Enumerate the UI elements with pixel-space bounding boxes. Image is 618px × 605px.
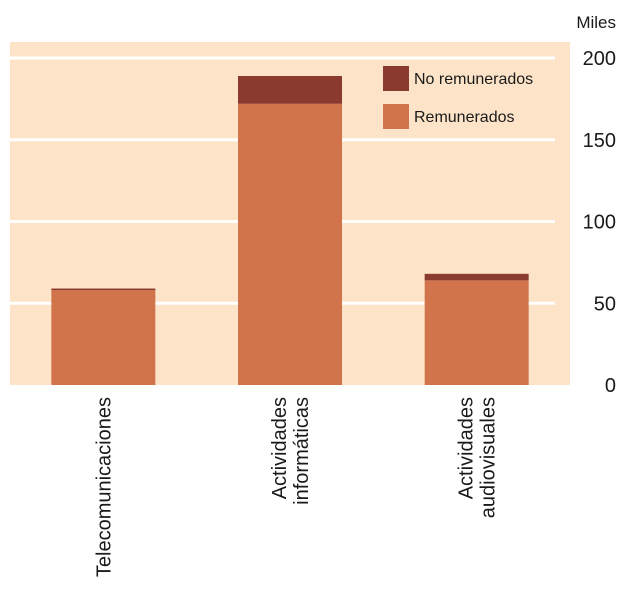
- bar-segment-no-remunerados: [424, 273, 529, 281]
- x-category-label: Telecomunicaciones: [93, 397, 115, 577]
- bars: [51, 75, 529, 385]
- unit-label: Miles: [576, 13, 616, 32]
- y-tick-label: 150: [583, 130, 616, 152]
- bar-segment-remunerados: [424, 280, 529, 385]
- x-category-label-line: informáticas: [291, 397, 313, 505]
- legend: No remunerados Remunerados: [383, 66, 533, 129]
- x-category-label: Actividades informáticas: [269, 397, 313, 505]
- y-tick-label: 100: [583, 212, 616, 234]
- legend-label: No remunerados: [414, 71, 533, 88]
- x-axis-labels: Telecomunicaciones Actividades informática…: [93, 397, 499, 577]
- x-category-label-line: audiovisuales: [478, 397, 500, 518]
- legend-swatch: [383, 104, 409, 129]
- x-category-label: Actividades audiovisuales: [456, 397, 500, 518]
- bar-segment-remunerados: [51, 290, 156, 385]
- y-tick-label: 0: [605, 375, 616, 397]
- bar-segment-no-remunerados: [238, 75, 342, 104]
- bar-segment-no-remunerados: [51, 288, 156, 291]
- y-tick-label: 50: [594, 293, 616, 315]
- y-axis-ticks: 0 50 100 150 200: [583, 48, 616, 397]
- legend-label: Remunerados: [414, 109, 515, 126]
- y-tick-label: 200: [583, 48, 616, 70]
- bar-segment-remunerados: [238, 103, 342, 385]
- x-category-label-line: Actividades: [269, 397, 291, 499]
- x-category-label-line: Telecomunicaciones: [93, 397, 115, 577]
- legend-swatch: [383, 66, 409, 91]
- x-category-label-line: Actividades: [456, 397, 478, 499]
